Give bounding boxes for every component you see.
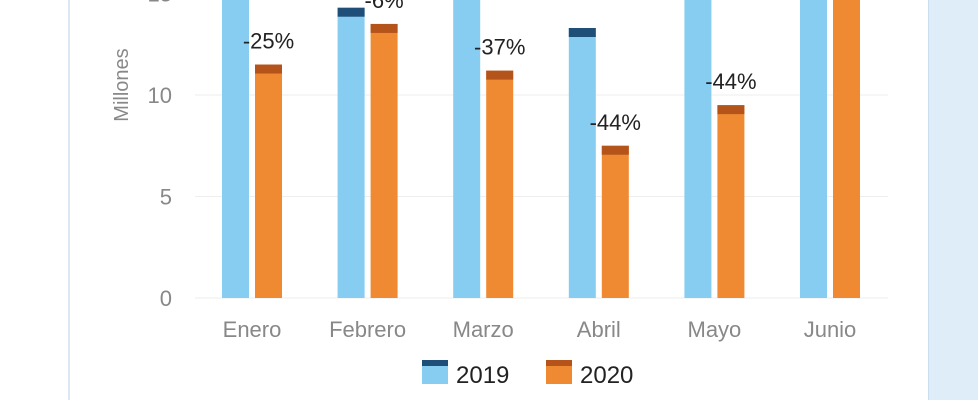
panel-left-border	[68, 0, 70, 400]
bar-cap-2019-febrero	[337, 7, 365, 17]
bar-2020-marzo	[486, 70, 514, 298]
x-tick-label: Junio	[804, 317, 857, 342]
data-label: -44%	[705, 69, 756, 94]
bar-2019-febrero	[337, 7, 365, 299]
legend-label-2020: 2020	[580, 362, 633, 389]
x-tick-label: Abril	[577, 317, 621, 342]
labels-layer: -25% -6% -37% -44% -44%	[243, 0, 757, 135]
bar-2020-febrero	[370, 23, 398, 298]
axis-layer: 0 5 10 15 Enero Febrero Marzo Abril Mayo Junio	[148, 0, 857, 342]
y-tick-label: 15	[148, 0, 172, 7]
bar-cap-2020-mayo	[717, 105, 745, 115]
data-label: -6%	[365, 0, 404, 13]
bar-2020-enero	[255, 64, 282, 298]
bar-cap-2020-marzo	[486, 70, 514, 80]
bar-cap-2020-abril	[601, 145, 629, 155]
bar-2019-abril	[568, 28, 596, 298]
bar-2020-junio	[833, 0, 860, 298]
bar-2019-marzo	[453, 0, 481, 298]
bar-cap-2020-enero	[255, 64, 282, 74]
x-tick-label: Febrero	[329, 317, 406, 342]
y-axis-title: Millones	[111, 48, 133, 121]
x-tick-label: Mayo	[688, 317, 742, 342]
data-label: -37%	[474, 35, 525, 60]
data-label: -25%	[243, 29, 294, 54]
bar-2020-mayo	[717, 105, 745, 299]
legend-swatch-2020-cap	[546, 360, 572, 366]
y-tick-label: 0	[160, 286, 172, 311]
y-tick-label: 5	[160, 185, 172, 210]
bar-2019-junio	[800, 0, 827, 298]
bar-2020-abril	[601, 145, 629, 298]
bar-cap-2020-febrero	[370, 23, 398, 33]
legend: 2019 2020	[422, 360, 633, 389]
legend-label-2019: 2019	[456, 362, 509, 389]
data-label: -44%	[590, 110, 641, 135]
bar-2019-mayo	[684, 0, 712, 298]
x-tick-label: Enero	[223, 317, 282, 342]
bar-2019-enero	[222, 0, 249, 298]
x-tick-label: Marzo	[453, 317, 514, 342]
bars-layer	[222, 0, 860, 299]
legend-swatch-2019-cap	[422, 360, 448, 366]
grid-layer	[195, 94, 888, 299]
y-tick-label: 10	[148, 83, 172, 108]
side-panel	[928, 0, 978, 400]
bar-cap-2019-abril	[568, 28, 596, 38]
